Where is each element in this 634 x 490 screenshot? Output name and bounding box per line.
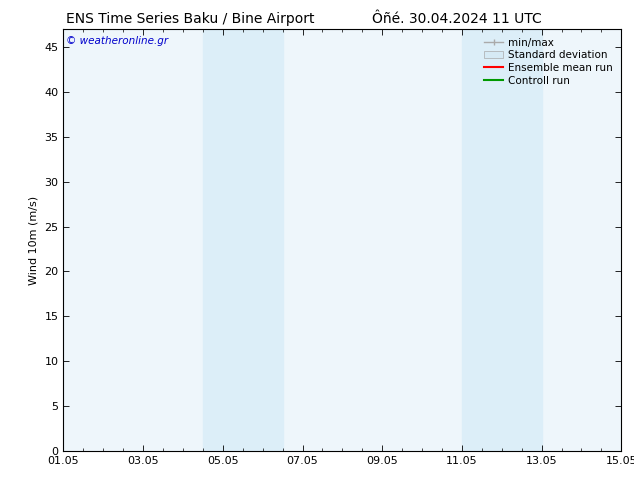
Bar [203, 29, 283, 451]
Text: © weatheronline.gr: © weatheronline.gr [66, 36, 168, 46]
Bar [462, 29, 541, 451]
Text: ENS Time Series Baku / Bine Airport: ENS Time Series Baku / Bine Airport [66, 12, 314, 26]
Text: Ôñé. 30.04.2024 11 UTC: Ôñé. 30.04.2024 11 UTC [372, 12, 541, 26]
Legend: min/max, Standard deviation, Ensemble mean run, Controll run: min/max, Standard deviation, Ensemble me… [481, 35, 616, 89]
Y-axis label: Wind 10m (m/s): Wind 10m (m/s) [29, 196, 39, 285]
